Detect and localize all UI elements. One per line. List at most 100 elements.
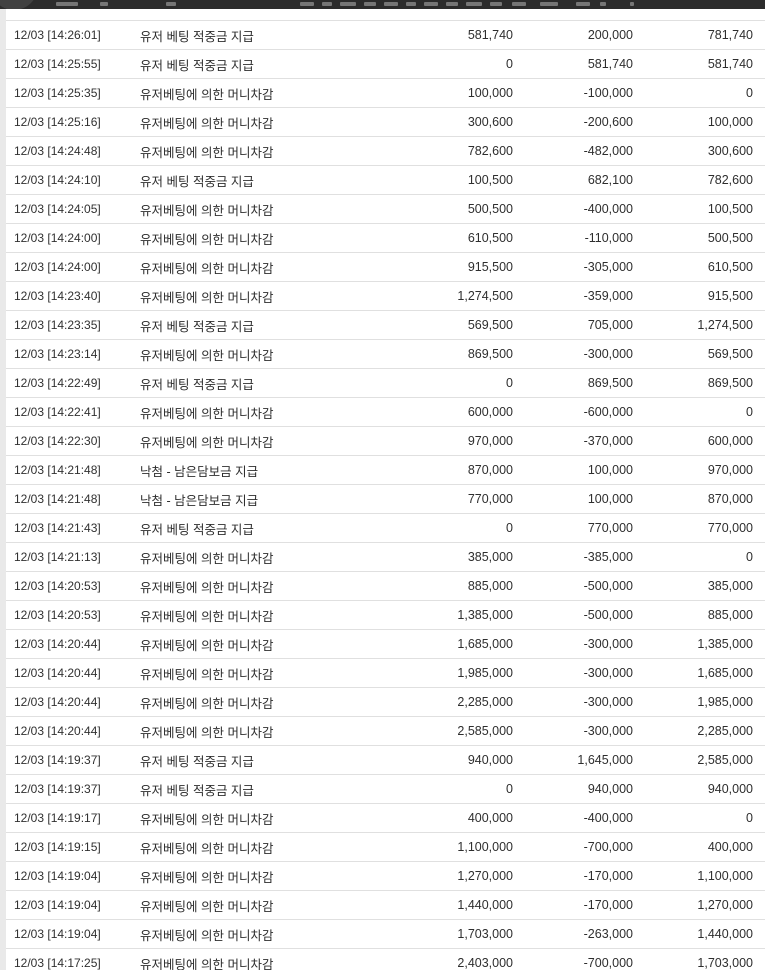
amount-change: 100,000 — [587, 492, 633, 506]
amount-change: -359,000 — [583, 289, 633, 303]
table-row: 12/03 [14:17:25] 유저베팅에 의한 머니차감 2,403,000… — [6, 948, 765, 970]
balance-before: 1,685,000 — [457, 637, 513, 651]
transaction-description: 유저베팅에 의한 머니차감 — [140, 435, 274, 450]
top-navigation-bar-cutoff — [0, 0, 765, 9]
header-text-fragment — [384, 2, 398, 6]
transaction-timestamp: 12/03 [14:22:30] — [14, 434, 101, 448]
balance-before: 0 — [506, 57, 513, 71]
balance-before: 385,000 — [467, 550, 513, 564]
amount-change: -300,000 — [583, 724, 633, 738]
table-row: 12/03 [14:24:00] 유저베팅에 의한 머니차감 610,500 -… — [6, 223, 765, 252]
balance-after: 2,285,000 — [697, 724, 753, 738]
balance-after: 915,500 — [707, 289, 753, 303]
transaction-timestamp: 12/03 [14:21:48] — [14, 463, 101, 477]
amount-change: 1,645,000 — [577, 753, 633, 767]
balance-before: 1,274,500 — [457, 289, 513, 303]
table-row: 12/03 [14:24:05] 유저베팅에 의한 머니차감 500,500 -… — [6, 194, 765, 223]
table-row: 12/03 [14:20:44] 유저베팅에 의한 머니차감 2,285,000… — [6, 687, 765, 716]
transaction-timestamp: 12/03 [14:21:13] — [14, 550, 101, 564]
transaction-timestamp: 12/03 [14:19:04] — [14, 927, 101, 941]
transaction-timestamp: 12/03 [14:19:37] — [14, 782, 101, 796]
balance-after: 1,100,000 — [697, 869, 753, 883]
table-row: 12/03 [14:20:44] 유저베팅에 의한 머니차감 1,685,000… — [6, 629, 765, 658]
header-text-fragment — [540, 2, 558, 6]
balance-after: 1,703,000 — [697, 956, 753, 970]
balance-after: 385,000 — [707, 579, 753, 593]
balance-before: 1,100,000 — [457, 840, 513, 854]
transaction-timestamp: 12/03 [14:25:35] — [14, 86, 101, 100]
amount-change: 770,000 — [587, 521, 633, 535]
amount-change: -300,000 — [583, 637, 633, 651]
amount-change: -400,000 — [583, 811, 633, 825]
table-row: 12/03 [14:22:30] 유저베팅에 의한 머니차감 970,000 -… — [6, 426, 765, 455]
transaction-timestamp: 12/03 [14:19:04] — [14, 869, 101, 883]
header-text-fragment — [446, 2, 458, 6]
table-row: 12/03 [14:20:44] 유저베팅에 의한 머니차감 2,585,000… — [6, 716, 765, 745]
transaction-timestamp: 12/03 [14:24:00] — [14, 260, 101, 274]
balance-before: 0 — [506, 782, 513, 796]
transaction-description: 유저베팅에 의한 머니차감 — [140, 290, 274, 305]
balance-after: 1,440,000 — [697, 927, 753, 941]
balance-before: 1,440,000 — [457, 898, 513, 912]
table-row: 12/03 [14:19:04] 유저베팅에 의한 머니차감 1,270,000… — [6, 861, 765, 890]
amount-change: -100,000 — [583, 86, 633, 100]
balance-before: 885,000 — [467, 579, 513, 593]
transaction-description: 유저베팅에 의한 머니차감 — [140, 87, 274, 102]
balance-after: 569,500 — [707, 347, 753, 361]
transaction-description: 유저베팅에 의한 머니차감 — [140, 841, 274, 856]
transaction-timestamp: 12/03 [14:24:05] — [14, 202, 101, 216]
table-row: 12/03 [14:22:41] 유저베팅에 의한 머니차감 600,000 -… — [6, 397, 765, 426]
transaction-description: 유저베팅에 의한 머니차감 — [140, 116, 274, 131]
balance-after: 100,500 — [707, 202, 753, 216]
transaction-timestamp: 12/03 [14:19:15] — [14, 840, 101, 854]
amount-change: 869,500 — [587, 376, 633, 390]
table-row: 12/03 [14:23:14] 유저베팅에 의한 머니차감 869,500 -… — [6, 339, 765, 368]
balance-before: 1,385,000 — [457, 608, 513, 622]
amount-change: -170,000 — [583, 898, 633, 912]
amount-change: -400,000 — [583, 202, 633, 216]
balance-before: 581,740 — [467, 28, 513, 42]
table-row: 12/03 [14:20:44] 유저베팅에 의한 머니차감 1,985,000… — [6, 658, 765, 687]
transaction-timestamp: 12/03 [14:20:44] — [14, 666, 101, 680]
header-text-fragment — [630, 2, 634, 6]
header-text-fragment — [300, 2, 314, 6]
transaction-description: 유저베팅에 의한 머니차감 — [140, 957, 274, 970]
amount-change: 705,000 — [587, 318, 633, 332]
table-row: 12/03 [14:19:04] 유저베팅에 의한 머니차감 1,703,000… — [6, 919, 765, 948]
header-text-fragment — [600, 2, 606, 6]
transaction-timestamp: 12/03 [14:19:37] — [14, 753, 101, 767]
header-text-fragment — [166, 2, 176, 6]
header-avatar-circle[interactable] — [0, 0, 38, 9]
transaction-description: 유저베팅에 의한 머니차감 — [140, 812, 274, 827]
transaction-description: 유저베팅에 의한 머니차감 — [140, 870, 274, 885]
balance-after: 610,500 — [707, 260, 753, 274]
header-text-fragment — [406, 2, 416, 6]
header-text-fragment — [576, 2, 590, 6]
amount-change: -263,000 — [583, 927, 633, 941]
transaction-description: 낙첨 - 남은담보금 지급 — [140, 493, 259, 508]
transaction-timestamp: 12/03 [14:24:00] — [14, 231, 101, 245]
table-row: 12/03 [14:20:53] 유저베팅에 의한 머니차감 885,000 -… — [6, 571, 765, 600]
balance-after: 600,000 — [707, 434, 753, 448]
transaction-description: 유저베팅에 의한 머니차감 — [140, 899, 274, 914]
balance-before: 2,403,000 — [457, 956, 513, 970]
amount-change: -600,000 — [583, 405, 633, 419]
balance-before: 300,600 — [467, 115, 513, 129]
balance-before: 610,500 — [467, 231, 513, 245]
transaction-timestamp: 12/03 [14:20:53] — [14, 608, 101, 622]
transaction-description: 유저베팅에 의한 머니차감 — [140, 406, 274, 421]
amount-change: -300,000 — [583, 347, 633, 361]
transaction-timestamp: 12/03 [14:19:04] — [14, 898, 101, 912]
balance-after: 0 — [746, 86, 753, 100]
balance-after: 0 — [746, 811, 753, 825]
transaction-description: 유저 베팅 적중금 지급 — [140, 174, 254, 189]
balance-before: 869,500 — [467, 347, 513, 361]
transaction-timestamp: 12/03 [14:25:55] — [14, 57, 101, 71]
amount-change: -370,000 — [583, 434, 633, 448]
amount-change: -170,000 — [583, 869, 633, 883]
balance-before: 870,000 — [467, 463, 513, 477]
balance-after: 400,000 — [707, 840, 753, 854]
table-row: 12/03 [14:25:16] 유저베팅에 의한 머니차감 300,600 -… — [6, 107, 765, 136]
table-row: 12/03 [14:22:49] 유저 베팅 적중금 지급 0 869,500 … — [6, 368, 765, 397]
transaction-timestamp: 12/03 [14:22:49] — [14, 376, 101, 390]
